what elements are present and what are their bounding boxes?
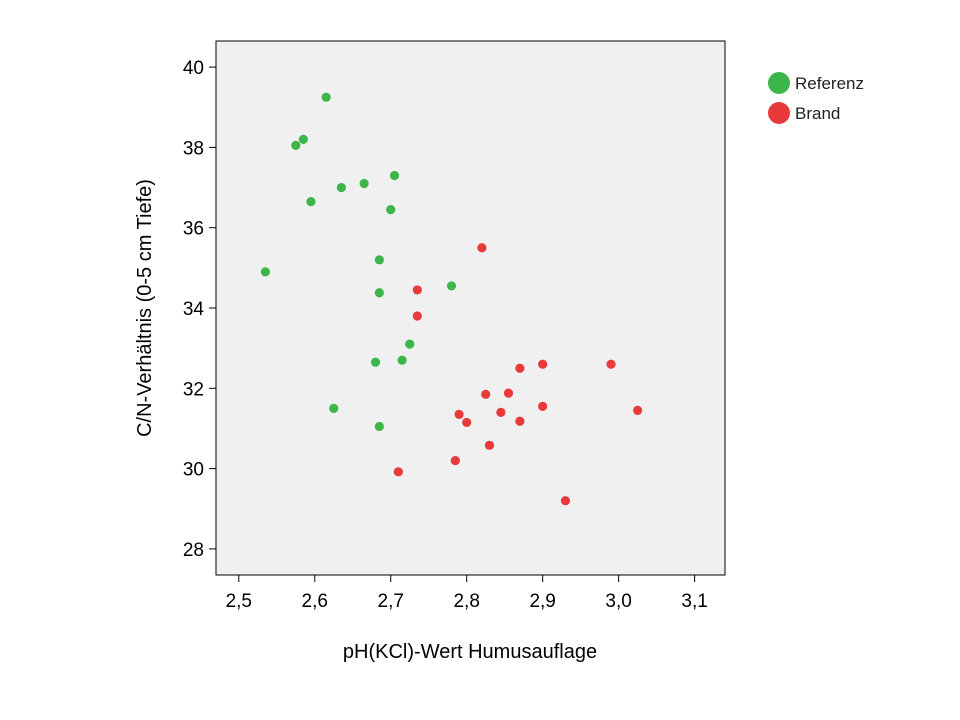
data-point-brand [393, 467, 403, 477]
data-point-referenz [370, 357, 381, 367]
x-tick-label: 3,0 [605, 591, 631, 612]
data-point-brand [515, 363, 525, 373]
data-point-referenz [298, 134, 308, 144]
data-point-referenz [397, 355, 407, 365]
data-point-brand [462, 417, 472, 428]
legend: Referenz Brand [768, 72, 864, 124]
data-point-brand [412, 285, 422, 295]
y-tick-label: 38 [183, 138, 204, 159]
legend-label-brand: Brand [795, 104, 840, 123]
x-tick-label: 2,6 [302, 591, 328, 612]
data-point-referenz [306, 197, 316, 207]
data-point-referenz [389, 170, 400, 181]
x-tick-label: 2,8 [453, 591, 479, 612]
data-point-brand [515, 416, 525, 426]
data-point-referenz [374, 255, 384, 265]
data-point-brand [454, 409, 464, 419]
data-point-brand [538, 401, 548, 411]
data-point-brand [560, 496, 571, 506]
x-tick-label: 2,9 [529, 591, 555, 612]
x-tick-label: 2,7 [378, 591, 404, 612]
x-tick-label: 3,1 [681, 591, 707, 612]
data-point-brand [606, 359, 616, 369]
x-tick-label: 2,5 [226, 591, 252, 612]
data-point-referenz [405, 339, 415, 349]
data-point-brand [633, 405, 643, 415]
y-tick-label: 36 [183, 219, 204, 240]
data-point-referenz [336, 182, 346, 193]
data-point-brand [477, 243, 487, 253]
data-point-referenz [386, 205, 396, 215]
data-point-brand [412, 311, 422, 321]
data-point-referenz [321, 92, 331, 102]
y-tick-label: 40 [183, 58, 204, 79]
data-point-referenz [374, 421, 384, 432]
x-axis: 2,5 2,6 2,7 2,8 2,9 3,0 3,1 [226, 575, 708, 612]
y-axis: 28 30 32 34 36 38 40 [183, 58, 216, 561]
data-point-brand [450, 455, 460, 466]
data-point-brand [503, 388, 514, 398]
data-point-brand [538, 359, 548, 369]
x-axis-title: pH(KCl)-Wert Humusauflage [343, 641, 597, 663]
y-axis-title: C/N-Verhältnis (0-5 cm Tiefe) [134, 179, 156, 437]
data-point-referenz [291, 140, 301, 150]
data-point-brand [496, 407, 506, 417]
y-tick-label: 28 [183, 540, 204, 561]
data-point-brand [481, 389, 491, 399]
legend-marker-referenz [768, 72, 790, 94]
data-point-referenz [329, 403, 339, 413]
y-tick-label: 34 [183, 299, 205, 320]
data-point-referenz [446, 281, 457, 291]
y-tick-label: 30 [183, 460, 204, 481]
data-points [260, 92, 643, 506]
legend-label-referenz: Referenz [795, 74, 864, 93]
data-point-brand [484, 440, 495, 450]
plot-area [215, 40, 726, 576]
y-tick-label: 32 [183, 379, 204, 400]
data-point-referenz [359, 178, 369, 189]
data-point-referenz [260, 267, 270, 277]
data-point-referenz [374, 288, 384, 298]
legend-marker-brand [768, 102, 790, 124]
